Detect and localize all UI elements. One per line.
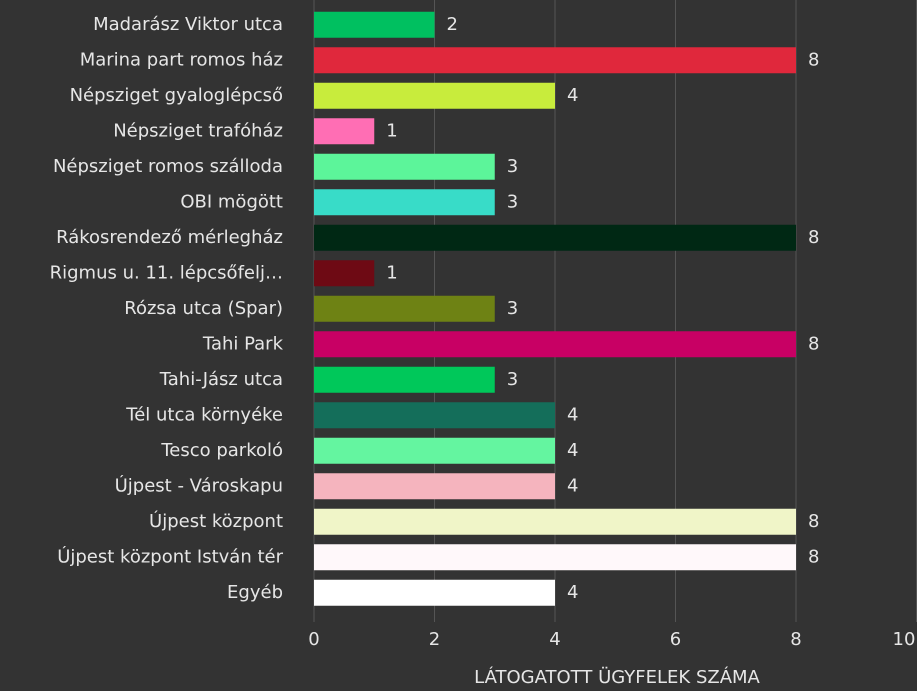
y-tick-label: Újpest központ [149,510,283,532]
value-label: 4 [567,582,578,603]
value-label: 3 [507,298,518,319]
value-label: 1 [386,120,397,141]
bar [314,189,495,216]
y-tick-label: Népsziget trafóház [113,120,283,141]
y-tick-label: Rákosrendező mérlegház [56,227,283,248]
x-axis-title: LÁTOGATOTT ÜGYFELEK SZÁMA [474,666,760,688]
bar [314,331,796,358]
bar [314,82,555,109]
bar [314,402,555,429]
bar [314,473,555,500]
y-tick-label: Egyéb [227,582,283,603]
y-tick-label: Népsziget gyaloglépcső [70,85,283,106]
value-label: 4 [567,85,578,106]
y-tick-label: Tahi Park [202,333,284,354]
bar [314,153,495,180]
bar [314,295,495,322]
y-tick-label: Madarász Viktor utca [93,14,283,35]
x-tick-label: 0 [308,629,319,650]
value-label: 8 [808,511,819,532]
bar [314,224,796,251]
bar [314,544,796,571]
value-label: 3 [507,191,518,212]
value-label: 8 [808,227,819,248]
value-label: 3 [507,369,518,390]
value-label: 4 [567,475,578,496]
bar [314,508,796,535]
y-tick-label: Rózsa utca (Spar) [124,298,283,319]
bar [314,260,375,287]
x-tick-label: 6 [670,629,681,650]
bar [314,11,435,38]
y-tick-label: Újpest központ István tér [57,545,283,567]
bar [314,118,375,145]
value-label: 4 [567,440,578,461]
y-tick-label: Tesco parkoló [160,440,283,461]
bar [314,437,555,464]
value-label: 1 [386,262,397,283]
value-label: 8 [808,49,819,70]
value-label: 2 [447,14,458,35]
x-tick-label: 4 [549,629,560,650]
y-tick-label: Tél utca környéke [125,404,283,425]
y-tick-label: OBI mögött [180,191,283,212]
value-label: 8 [808,333,819,354]
y-tick-label: Rigmus u. 11. lépcsőfelj… [50,262,283,283]
y-tick-label: Népsziget romos szálloda [53,156,283,177]
x-tick-label: 8 [790,629,801,650]
value-label: 3 [507,156,518,177]
x-tick-label: 10 [893,629,916,650]
bar [314,366,495,393]
x-tick-label: 2 [429,629,440,650]
bar [314,579,555,606]
value-label: 8 [808,546,819,567]
value-label: 4 [567,404,578,425]
bar [314,47,796,74]
y-tick-label: Újpest - Városkapu [115,474,283,496]
y-tick-label: Tahi-Jász utca [159,369,283,390]
y-tick-label: Marina part romos ház [80,49,283,70]
